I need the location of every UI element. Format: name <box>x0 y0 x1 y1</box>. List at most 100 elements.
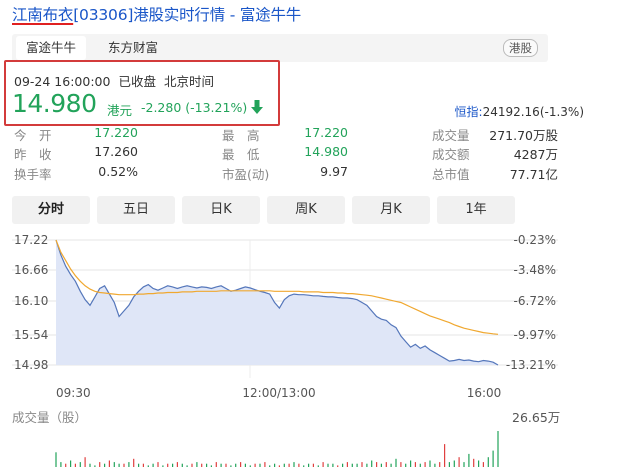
stat-value-high: 17.220 <box>304 125 348 140</box>
volume-bar <box>210 465 212 467</box>
volume-bar <box>317 465 319 467</box>
volume-bar <box>444 444 446 467</box>
volume-bar <box>99 462 101 467</box>
volume-bar <box>74 463 76 467</box>
volume-bar <box>385 462 387 467</box>
volume-bar <box>94 465 96 467</box>
stat-value-amount: 4287万 <box>513 147 558 162</box>
volume-bar <box>400 462 402 467</box>
volume-bar <box>410 460 412 467</box>
tab-eastmoney[interactable]: 东方财富 <box>108 40 159 55</box>
volume-bar <box>434 463 436 467</box>
volume-bar <box>104 463 106 467</box>
volume-bar <box>269 465 271 467</box>
volume-bar <box>487 457 489 467</box>
current-price: 14.980 <box>12 89 97 118</box>
volume-bar <box>303 465 305 467</box>
index-value: 24192.16(-1.3%) <box>482 105 584 119</box>
volume-bar <box>298 463 300 467</box>
volume-bar <box>176 462 178 467</box>
stat-label-open: 今 开 <box>14 128 52 143</box>
volume-bar <box>293 462 295 467</box>
volume-bar <box>414 462 416 467</box>
stat-label-high: 最 高 <box>222 128 260 143</box>
tab-intraday[interactable]: 分时 <box>12 196 90 224</box>
volume-bar <box>380 463 382 467</box>
page-title[interactable]: 江南布衣[03306]港股实时行情 - 富途牛牛 <box>12 3 301 25</box>
volume-bar <box>356 463 358 467</box>
stat-value-volume: 271.70万股 <box>489 128 558 143</box>
volume-bar <box>196 462 198 467</box>
volume-bar <box>79 462 81 467</box>
volume-bar <box>492 450 494 467</box>
market-status: 已收盘 <box>118 74 156 89</box>
volume-bar <box>186 465 188 467</box>
stock-code[interactable]: [03306] <box>73 6 134 24</box>
currency-label: 港元 <box>107 103 133 118</box>
volume-bar <box>376 462 378 467</box>
tab-weekly-k[interactable]: 周K <box>267 196 345 224</box>
volume-bar <box>225 463 227 467</box>
volume-bar <box>249 465 251 467</box>
index-label[interactable]: 恒指: <box>454 105 483 119</box>
volume-bar <box>429 460 431 467</box>
title-suffix[interactable]: 港股实时行情 - 富途牛牛 <box>133 6 302 24</box>
tab-monthly-k[interactable]: 月K <box>352 196 430 224</box>
volume-bar <box>361 462 363 467</box>
volume-bar <box>191 463 193 467</box>
volume-bar <box>230 465 232 467</box>
volume-bar <box>264 462 266 467</box>
quote-highlight-box <box>4 60 280 126</box>
quote-datetime: 09-24 16:00:00 <box>14 74 111 89</box>
volume-bar <box>138 463 140 467</box>
stat-value-prev-close: 17.260 <box>94 144 138 159</box>
stat-label-pe: 市盈(动) <box>222 167 270 182</box>
hang-seng-index[interactable]: 恒指:24192.16(-1.3%) <box>455 103 584 120</box>
volume-bar <box>118 463 120 467</box>
stat-value-turnover-rate: 0.52% <box>98 164 138 179</box>
volume-bar <box>351 463 353 467</box>
volume-bar <box>235 463 237 467</box>
y-tick-4: 14.98 <box>14 358 48 372</box>
volume-bar <box>152 463 154 467</box>
stock-name[interactable]: 江南布衣 <box>12 6 74 24</box>
volume-bar <box>439 462 441 467</box>
x-tick-2: 16:00 <box>467 386 502 400</box>
y-pct-tick-2: -6.72% <box>514 294 556 308</box>
y-pct-tick-1: -3.48% <box>514 263 556 277</box>
volume-bar <box>240 462 242 467</box>
tab-one-year[interactable]: 1年 <box>437 196 515 224</box>
stat-value-market-cap: 77.71亿 <box>509 167 558 182</box>
y-tick-1: 16.66 <box>14 263 48 277</box>
down-arrow-icon <box>251 100 263 114</box>
stat-label-turnover-rate: 换手率 <box>14 167 52 182</box>
market-badge: 港股 <box>503 39 538 57</box>
volume-label: 成交量（股） <box>12 410 88 425</box>
stat-label-amount: 成交额 <box>432 147 470 162</box>
volume-bar <box>312 463 314 467</box>
price-line <box>55 239 499 366</box>
quote-status-line: 09-24 16:00:00 已收盘 北京时间 <box>14 71 222 90</box>
volume-bar <box>172 463 174 467</box>
volume-bar <box>278 465 280 467</box>
volume-bar <box>259 463 261 467</box>
tab-futu[interactable]: 富途牛牛 <box>16 36 87 60</box>
volume-bar <box>215 462 217 467</box>
stat-value-open: 17.220 <box>94 125 138 140</box>
volume-bar <box>60 462 62 467</box>
stat-value-low: 14.980 <box>304 144 348 159</box>
stat-label-market-cap: 总市值 <box>432 167 470 182</box>
volume-bar <box>468 453 470 467</box>
intraday-chart[interactable]: 17.22 16.66 16.10 15.54 14.98 -0.23% -3.48% -6.… <box>0 226 640 467</box>
volume-bar <box>274 463 276 467</box>
tab-five-day[interactable]: 五日 <box>97 196 175 224</box>
price-area <box>56 240 498 365</box>
volume-bar <box>128 462 130 467</box>
y-pct-tick-4: -13.21% <box>506 358 556 372</box>
x-tick-0: 09:30 <box>56 386 91 400</box>
average-price-line <box>55 239 499 335</box>
volume-bar <box>244 463 246 467</box>
tab-daily-k[interactable]: 日K <box>182 196 260 224</box>
volume-bar <box>55 452 57 467</box>
volume-bar <box>65 463 67 467</box>
